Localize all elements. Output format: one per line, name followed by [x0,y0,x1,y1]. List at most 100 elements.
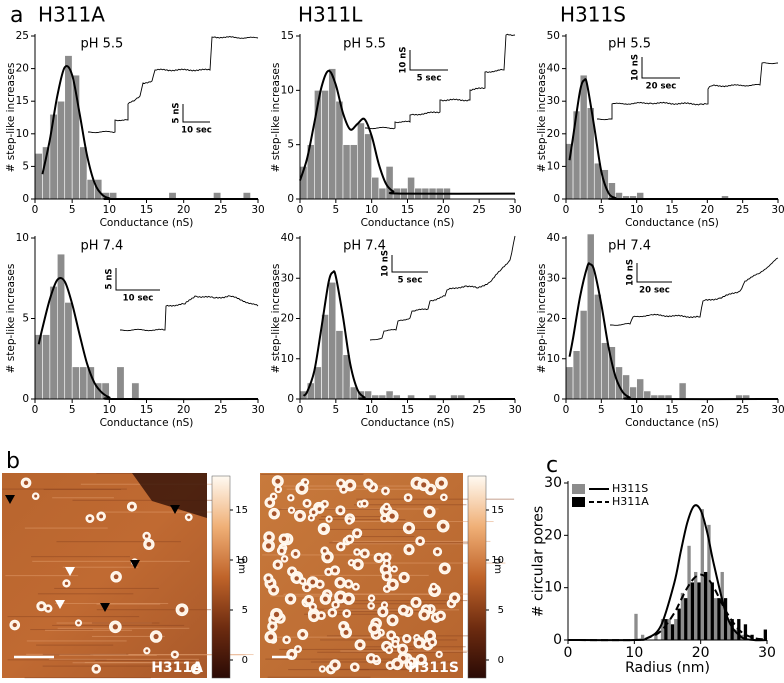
afm-pore-center [337,580,343,586]
afm-streak [59,654,157,656]
bar [717,598,721,640]
afm-streak [270,595,336,597]
afm-streak [42,653,129,655]
colorbar [211,475,231,679]
bar [643,390,652,400]
afm-streak [54,603,169,605]
afm-pore-center [438,480,445,486]
y-tick-label: 10 [544,580,562,596]
bar [660,619,665,640]
x-tick-label: 30 [508,404,521,416]
afm-streak [52,497,114,499]
afm-pore-center [369,604,373,608]
bar [654,634,658,640]
afm-pore-center [401,607,406,613]
scale-x-label: 5 sec [417,74,442,84]
y-tick-label: 40 [547,232,560,244]
x-tick-label: 15 [140,204,153,216]
afm-streak [37,593,134,595]
current-trace [597,62,779,121]
fit-curve [567,573,768,642]
afm-pore-center [324,554,331,560]
y-tick-label: 40 [281,232,294,244]
afm-pore-center [427,633,433,639]
y-axis-label: # circular pores [530,506,546,617]
afm-pore-center [88,516,92,521]
afm-pore-center [34,494,38,498]
afm-pore-center [310,579,316,585]
ph-label: pH 5.5 [80,37,123,52]
colorbar-label: nm [492,558,503,574]
afm-pore-center [383,567,389,572]
afm-pore-center [326,570,331,574]
scale-bar [391,255,428,273]
y-axis-label: # step-like increases [536,264,548,374]
colorbar-tick-label: 0 [498,655,504,666]
afm-streak [279,648,414,650]
y-tick-label: 5 [22,160,29,172]
y-tick-label: 15 [16,95,29,107]
x-axis-label: Radius (nm) [625,660,710,676]
afm-pore-center [323,596,328,602]
y-tick-label: 30 [547,272,560,284]
y-tick-label: 20 [281,313,294,325]
afm-pore-center [352,665,357,670]
y-tick-label: 0 [22,393,29,405]
bar [42,334,51,400]
x-tick-label: 20 [437,404,450,416]
arrowhead [170,505,180,514]
afm-pore-center [320,667,324,671]
current-trace [88,36,259,134]
x-tick-label: 15 [401,204,414,216]
y-tick-label: 0 [553,193,560,205]
afm-streak [324,609,460,611]
afm-pore-center [94,666,99,671]
afm-pore-center [267,500,272,505]
bar [335,100,344,200]
afm-streak [7,616,140,618]
afm-pore-center [387,648,391,652]
x-tick-label: 25 [472,204,485,216]
afm-streak [42,665,177,667]
afm-streak [62,566,139,568]
bar [349,144,358,200]
afm-pore-center [341,624,345,629]
afm-pore-center [273,611,280,618]
bar [763,629,767,640]
y-tick-label: 10 [16,232,29,244]
afm-pore-center [276,487,280,491]
afm-pore-center [347,482,353,488]
afm-streak [101,511,221,513]
afm-pore-center [390,617,396,623]
afm-pore-center [384,574,389,579]
x-tick-label: 20 [177,404,190,416]
bar [703,571,708,640]
afm-streak [318,519,406,521]
afm-pore-center [145,649,149,653]
scale-x-label: 10 sec [123,294,154,304]
legend-swatch [572,497,585,507]
afm-pore-center [376,555,381,560]
afm-pore-center [385,561,389,565]
x-tick-label: 30 [251,204,264,216]
afm-streak [353,536,415,538]
afm-streak [260,473,364,475]
afm-pore-center [437,652,441,656]
bar [64,55,73,200]
afm-pore-center [290,508,293,512]
afm-pore-center [344,611,349,616]
bar [168,192,177,200]
afm-pore-center [347,537,352,542]
y-tick-label: 25 [16,30,29,42]
x-tick-label: 10 [103,404,116,416]
y-tick-label: 20 [544,527,562,543]
bar [593,294,602,400]
bar [314,366,322,400]
afm-pore-center [305,501,309,506]
x-tick-label: 20 [692,645,710,661]
bar [636,378,645,400]
y-tick-label: 5 [287,139,294,151]
afm-pore-center [410,659,414,663]
bar [71,366,80,400]
bar [579,74,588,200]
